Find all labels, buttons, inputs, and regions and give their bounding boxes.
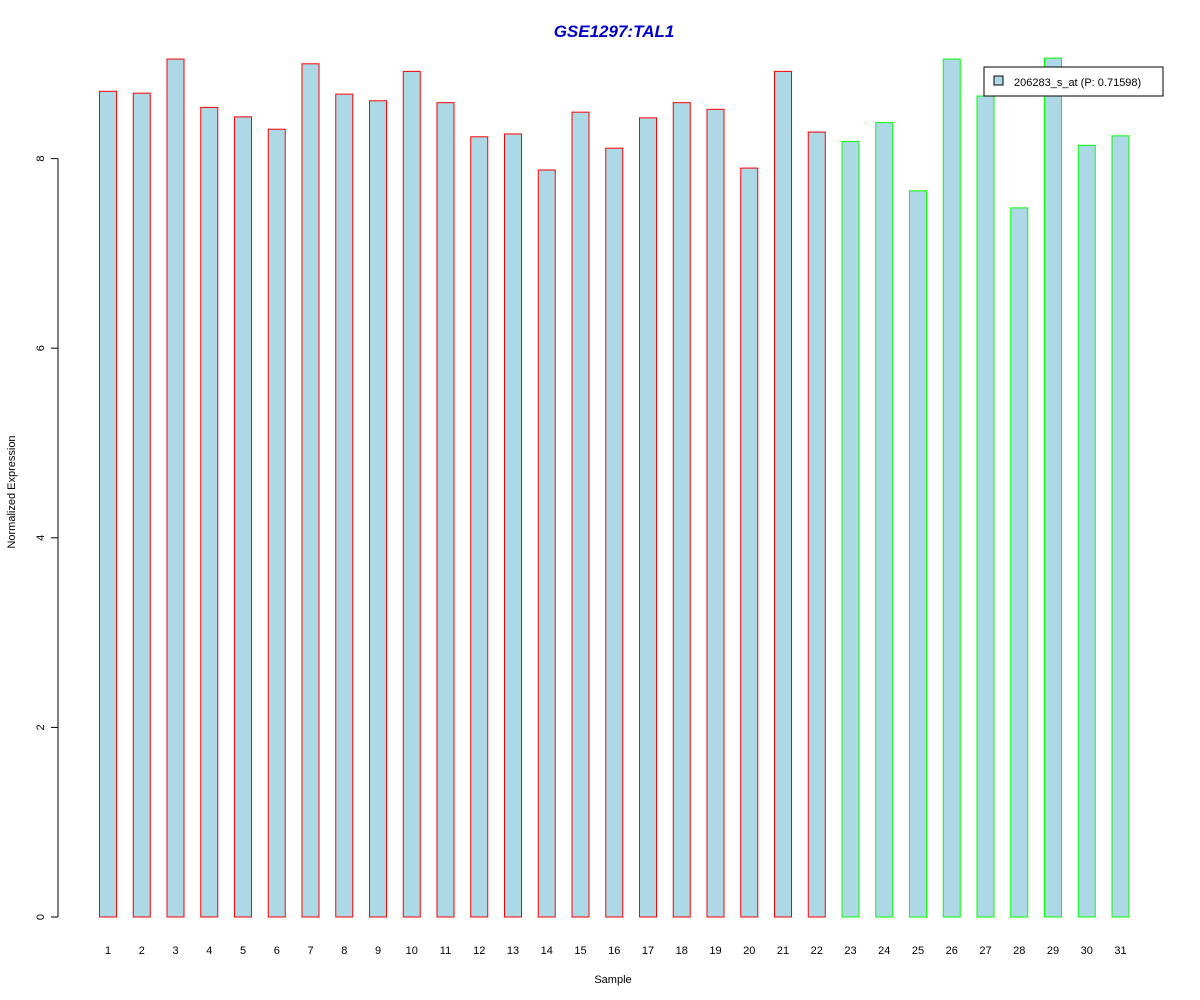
y-tick-label: 2	[35, 724, 47, 730]
x-tick-label: 20	[743, 945, 755, 957]
x-tick-label: 13	[507, 945, 519, 957]
bar	[132, 92, 151, 918]
chart-title: GSE1297:TAL1	[554, 22, 675, 41]
y-tick-label: 8	[35, 156, 47, 162]
x-tick-label: 5	[240, 945, 246, 957]
bar	[1111, 135, 1130, 918]
y-axis-label: Normalized Expression	[6, 435, 18, 548]
bar	[672, 102, 691, 918]
x-tick-label: 8	[341, 945, 347, 957]
x-tick-label: 16	[608, 945, 620, 957]
bar	[504, 133, 522, 918]
x-tick-label: 30	[1081, 945, 1093, 957]
legend-label: 206283_s_at (P: 0.71598)	[1014, 77, 1141, 89]
bar	[335, 93, 354, 918]
bar	[841, 141, 860, 918]
legend: 206283_s_at (P: 0.71598)	[983, 66, 1164, 97]
bars	[99, 57, 1130, 918]
x-tick-label: 18	[676, 945, 688, 957]
bar	[706, 108, 725, 918]
bar	[875, 122, 894, 918]
bar	[1044, 57, 1062, 918]
x-tick-label: 19	[709, 945, 721, 957]
bar	[470, 136, 489, 918]
x-tick-label: 4	[206, 945, 212, 957]
bar	[402, 70, 421, 918]
bar	[942, 58, 961, 918]
y-tick-label: 4	[35, 535, 47, 541]
x-tick-label: 10	[406, 945, 418, 957]
legend-box	[983, 66, 1164, 97]
legend-swatch	[993, 75, 1004, 86]
x-tick-label: 3	[172, 945, 178, 957]
x-tick-label: 11	[440, 945, 451, 957]
bar	[571, 111, 590, 918]
bar	[605, 147, 624, 918]
bar	[909, 190, 927, 918]
bar	[774, 70, 792, 918]
x-tick-label: 31	[1114, 945, 1126, 957]
x-tick-label: 6	[274, 945, 280, 957]
x-tick-label: 28	[1013, 945, 1025, 957]
bar	[740, 167, 759, 918]
bar	[537, 169, 556, 918]
bar	[99, 90, 117, 918]
x-tick-label: 21	[777, 945, 789, 957]
x-tick-label: 22	[811, 945, 823, 957]
x-tick-label: 7	[307, 945, 313, 957]
x-tick-label: 15	[574, 945, 586, 957]
x-axis-labels: 1 2 3 4 5 6 7 8 9 10 11 12 13 14 15 16 17 18 19 20 21 22 23 24 2…	[105, 945, 1127, 957]
x-tick-label: 1	[105, 945, 111, 957]
x-tick-label: 14	[541, 945, 553, 957]
bar	[267, 128, 286, 918]
x-tick-label: 29	[1047, 945, 1059, 957]
bar	[301, 63, 320, 918]
bar	[976, 95, 995, 918]
y-axis: 0 2 4 6 8	[35, 156, 59, 920]
bar	[1010, 207, 1029, 918]
bar	[436, 102, 455, 918]
bar	[1077, 144, 1096, 918]
bar	[166, 58, 185, 918]
bar	[200, 106, 219, 918]
x-tick-label: 17	[642, 945, 654, 957]
x-tick-label: 9	[375, 945, 381, 957]
bar	[234, 116, 252, 918]
x-axis-label: Sample	[594, 974, 631, 986]
x-tick-label: 26	[946, 945, 958, 957]
y-tick-label: 0	[35, 914, 47, 920]
x-tick-label: 25	[912, 945, 924, 957]
bar	[639, 117, 657, 918]
x-tick-label: 23	[844, 945, 856, 957]
x-tick-label: 24	[878, 945, 890, 957]
bar	[369, 100, 387, 918]
x-tick-label: 2	[139, 945, 145, 957]
x-tick-label: 12	[473, 945, 485, 957]
x-tick-label: 27	[979, 945, 991, 957]
y-tick-label: 6	[35, 345, 47, 351]
bar	[807, 131, 826, 918]
